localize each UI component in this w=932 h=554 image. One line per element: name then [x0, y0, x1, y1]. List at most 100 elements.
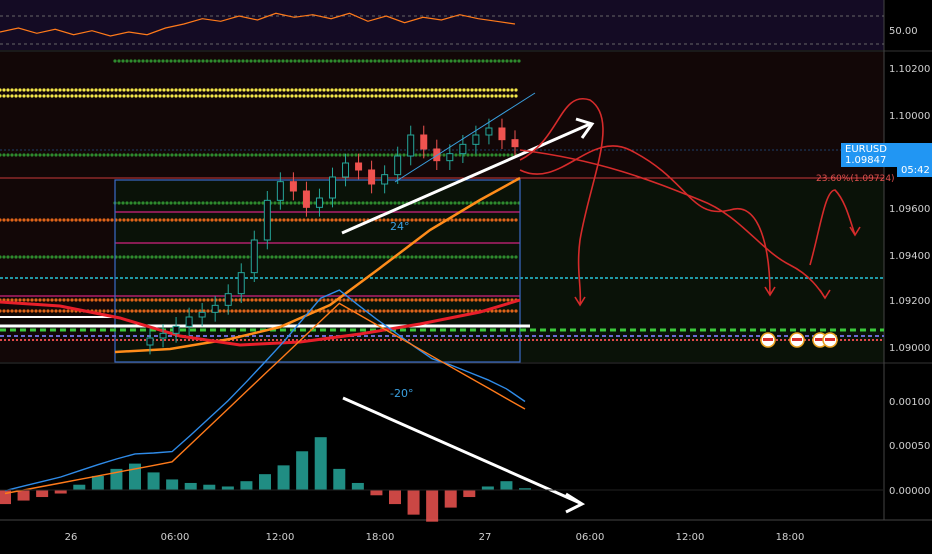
dotted-level: [401, 201, 405, 205]
dotted-level: [250, 218, 254, 222]
dotted-level: [366, 88, 370, 92]
dotted-level: [325, 59, 329, 63]
dotted-level: [146, 153, 150, 157]
dotted-level: [214, 94, 218, 98]
dotted-level: [482, 94, 486, 98]
candle-up: [172, 325, 180, 334]
dotted-level: [54, 255, 58, 259]
candle-up: [446, 153, 454, 162]
dotted-level: [70, 309, 74, 313]
macd-tick-label: 0.00050: [889, 441, 930, 452]
dotted-level: [126, 309, 130, 313]
dotted-level: [190, 153, 194, 157]
dotted-level: [330, 153, 334, 157]
dotted-level: [294, 309, 298, 313]
dotted-level: [250, 298, 254, 302]
dotted-level: [122, 94, 126, 98]
dotted-level: [90, 298, 94, 302]
dotted-level: [354, 94, 358, 98]
dotted-level: [510, 153, 514, 157]
dotted-level: [350, 88, 354, 92]
dotted-level: [177, 59, 181, 63]
dotted-level: [14, 88, 18, 92]
dotted-level: [322, 255, 326, 259]
dotted-level: [482, 88, 486, 92]
price-tick-label: 1.10000: [889, 111, 930, 122]
dotted-level: [178, 298, 182, 302]
dotted-level: [454, 153, 458, 157]
dotted-level: [486, 298, 490, 302]
time-tick-label: 06:00: [161, 532, 190, 543]
dotted-level: [286, 298, 290, 302]
dotted-level: [286, 309, 290, 313]
candle-down: [368, 169, 376, 185]
dotted-level: [302, 309, 306, 313]
dotted-level: [469, 59, 473, 63]
dotted-level: [30, 94, 34, 98]
dotted-level: [254, 298, 258, 302]
dotted-level: [485, 201, 489, 205]
dotted-level: [154, 309, 158, 313]
dotted-level: [313, 59, 317, 63]
dotted-level: [197, 59, 201, 63]
dotted-level: [182, 94, 186, 98]
dotted-level: [425, 59, 429, 63]
dotted-level: [138, 218, 142, 222]
dotted-level: [453, 59, 457, 63]
dotted-level: [154, 94, 158, 98]
dotted-level: [498, 153, 502, 157]
dotted-level: [78, 255, 82, 259]
dotted-level: [126, 255, 130, 259]
candle-up: [211, 304, 219, 313]
dotted-level: [314, 218, 318, 222]
dotted-level: [386, 255, 390, 259]
dotted-level: [454, 218, 458, 222]
dotted-level: [382, 94, 386, 98]
dotted-level: [82, 88, 86, 92]
dotted-level: [474, 255, 478, 259]
dotted-level: [242, 255, 246, 259]
dotted-level: [446, 88, 450, 92]
dotted-level: [138, 255, 142, 259]
dotted-level: [54, 153, 58, 157]
dotted-level: [106, 88, 110, 92]
dotted-level: [442, 255, 446, 259]
dotted-level: [442, 298, 446, 302]
dotted-level: [86, 218, 90, 222]
dotted-level: [0, 255, 2, 259]
dotted-level: [378, 309, 382, 313]
dotted-level: [30, 255, 34, 259]
dotted-level: [205, 201, 209, 205]
dotted-level: [390, 88, 394, 92]
dotted-level: [458, 94, 462, 98]
dotted-level: [422, 309, 426, 313]
dotted-level: [306, 88, 310, 92]
dotted-level: [430, 298, 434, 302]
dotted-level: [62, 94, 66, 98]
dotted-level: [46, 218, 50, 222]
dotted-level: [430, 153, 434, 157]
dotted-level: [358, 218, 362, 222]
dotted-level: [422, 88, 426, 92]
range-box: [114, 179, 521, 363]
dotted-level: [513, 59, 517, 63]
dotted-level: [462, 94, 466, 98]
dotted-level: [353, 201, 357, 205]
dotted-level: [502, 94, 506, 98]
dotted-level: [178, 88, 182, 92]
dotted-level: [302, 218, 306, 222]
candle-up: [198, 311, 206, 318]
dotted-level: [321, 59, 325, 63]
dotted-level: [174, 94, 178, 98]
dotted-level: [66, 94, 70, 98]
dotted-level: [138, 298, 142, 302]
dotted-level: [102, 298, 106, 302]
dotted-level: [74, 153, 78, 157]
dotted-level: [506, 153, 510, 157]
dotted-level: [489, 59, 493, 63]
dotted-level: [366, 94, 370, 98]
dotted-level: [229, 59, 233, 63]
dotted-level: [394, 88, 398, 92]
dotted-level: [210, 298, 214, 302]
